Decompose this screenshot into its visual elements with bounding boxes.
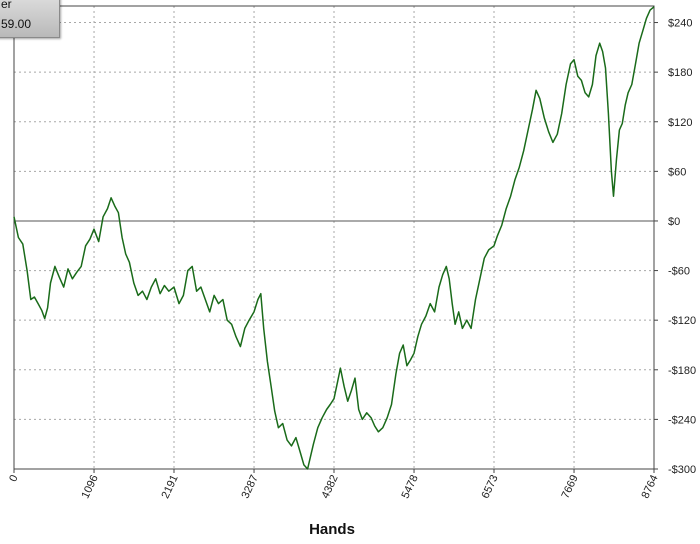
y-tick-label: $120 — [668, 117, 692, 129]
series-layer — [13, 6, 655, 470]
y-tick-label: -$180 — [668, 365, 696, 377]
y-tick-label: $180 — [668, 67, 692, 79]
x-tick-label: 4382 — [319, 473, 340, 500]
x-tick-label: 1096 — [80, 473, 101, 500]
tooltip-value: 59.00 — [1, 17, 32, 31]
x-tick-label: 3287 — [240, 473, 261, 500]
x-tick-label: 8764 — [639, 473, 660, 500]
y-tick-label: -$120 — [668, 315, 696, 327]
x-tick-label: 7669 — [560, 473, 581, 500]
y-tick-label: -$240 — [668, 414, 696, 426]
x-axis-title: Hands — [309, 521, 355, 538]
y-tick-label: $60 — [668, 166, 686, 178]
y-tick-label: $240 — [668, 18, 692, 30]
x-tick-labels: 0 1096 2191 3287 4382 5478 6573 7669 8764 — [7, 473, 660, 500]
x-tick-label: 6573 — [479, 473, 500, 500]
y-tick-labels: -$300 -$240 -$180 -$120 -$60 $0 $60 $120 $180 $24… — [668, 18, 696, 476]
series-line-bankroll — [13, 6, 655, 470]
value-tooltip: er 59.00 — [0, 0, 60, 38]
y-tick-label: -$300 — [668, 464, 696, 476]
y-tick-label: $0 — [668, 216, 680, 228]
x-tick-label: 0 — [7, 473, 20, 484]
tooltip-label: er — [1, 0, 12, 11]
y-tick-label: -$60 — [668, 266, 690, 278]
axes — [13, 5, 658, 473]
grid — [14, 6, 654, 470]
x-tick-label: 5478 — [400, 473, 421, 500]
x-tick-label: 2191 — [159, 473, 180, 500]
